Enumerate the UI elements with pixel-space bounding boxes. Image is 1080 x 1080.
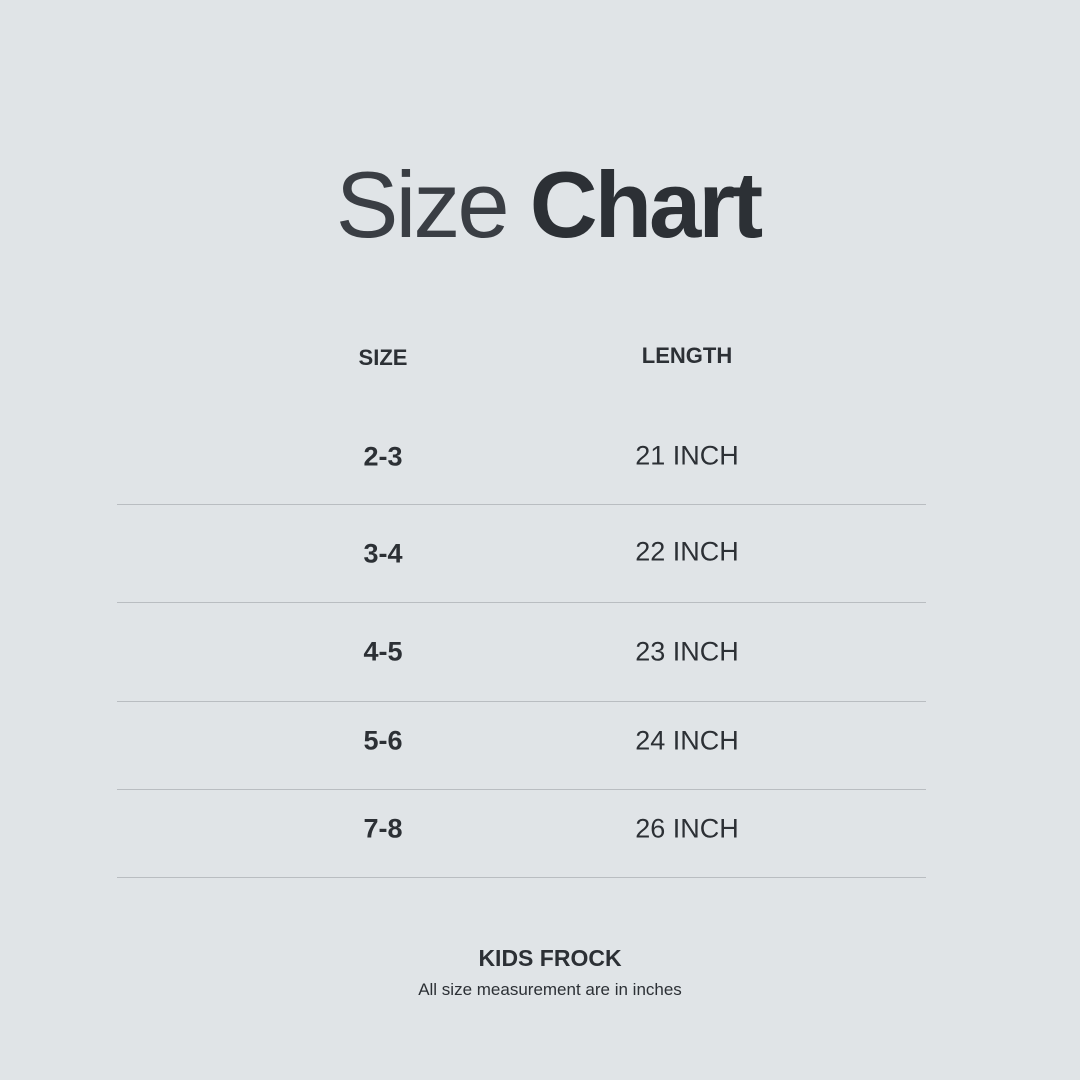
size-cell: 7-8 [363,813,403,844]
size-cell: 5-6 [363,725,403,756]
row-divider [117,789,926,790]
length-cell: 22 INCH [635,536,739,567]
length-cell: 26 INCH [635,813,739,844]
header-size: SIZE [358,345,408,370]
size-cell: 2-3 [363,441,403,472]
header-length: LENGTH [641,343,733,368]
title-light: Size [335,152,510,257]
size-cell: 4-5 [363,636,403,667]
title-bold: Chart [529,152,763,257]
size-cell: 3-4 [363,538,403,569]
row-divider [117,504,926,505]
measurement-note: All size measurement are in inches [418,980,682,999]
product-name: KIDS FROCK [478,945,622,971]
page-title: Size Chart [0,150,1080,260]
length-cell: 21 INCH [635,440,739,471]
length-cell: 24 INCH [635,725,739,756]
length-cell: 23 INCH [635,636,739,667]
row-divider [117,877,926,878]
row-divider [117,602,926,603]
row-divider [117,701,926,702]
